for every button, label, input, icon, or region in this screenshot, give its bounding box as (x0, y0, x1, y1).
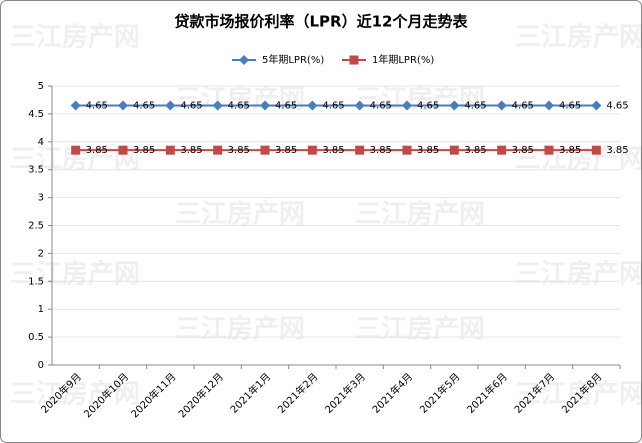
data-label: 3.85 (606, 145, 628, 156)
marker (212, 100, 223, 111)
data-label: 4.65 (180, 101, 202, 112)
data-label: 4.65 (133, 101, 155, 112)
data-label: 3.85 (464, 145, 486, 156)
data-label: 3.85 (180, 145, 202, 156)
marker (591, 100, 602, 111)
data-label: 3.85 (228, 145, 250, 156)
data-label: 3.85 (559, 145, 581, 156)
marker (118, 100, 128, 111)
watermark: 三江房产网 (10, 23, 140, 53)
watermark: 三江房产网 (515, 260, 642, 290)
chart-title: 贷款市场报价利率（LPR）近12个月走势表 (175, 13, 469, 31)
y-tick-label: 1 (38, 304, 44, 315)
marker (355, 145, 365, 155)
data-label: 4.65 (86, 101, 108, 112)
marker (496, 100, 507, 111)
marker (260, 145, 270, 155)
marker (497, 145, 507, 155)
watermark: 三江房产网 (175, 200, 305, 230)
watermark: 三江房产网 (10, 380, 140, 410)
data-label: 3.85 (417, 145, 439, 156)
marker (260, 100, 270, 111)
marker (71, 145, 81, 155)
y-tick-label: 0.5 (28, 332, 44, 343)
data-label: 4.65 (512, 101, 534, 112)
marker (544, 145, 554, 155)
marker (402, 145, 412, 155)
y-tick-label: 4.5 (28, 109, 44, 120)
legend-label: 1年期LPR(%) (372, 53, 434, 66)
data-label: 3.85 (133, 145, 155, 156)
watermark: 三江房产网 (175, 85, 305, 115)
marker (165, 145, 175, 155)
y-tick-label: 2 (38, 248, 44, 259)
y-tick-label: 1.5 (28, 276, 44, 287)
data-label: 3.85 (275, 145, 297, 156)
marker (307, 100, 318, 111)
legend-label: 5年期LPR(%) (262, 53, 324, 66)
y-tick-label: 2.5 (28, 221, 44, 232)
data-label: 4.65 (464, 101, 486, 112)
y-tick-label: 3 (38, 193, 44, 204)
watermark: 三江房产网 (355, 85, 485, 115)
data-label: 3.85 (86, 145, 108, 156)
y-tick-label: 5 (38, 81, 44, 92)
watermark: 三江房产网 (355, 200, 485, 230)
marker (449, 100, 460, 111)
marker (70, 100, 81, 111)
data-label: 3.85 (512, 145, 534, 156)
marker (354, 100, 365, 111)
marker (402, 100, 412, 111)
watermark: 三江房产网 (10, 260, 140, 290)
marker (165, 100, 176, 111)
watermark: 三江房产网 (175, 315, 305, 345)
data-label: 4.65 (228, 101, 250, 112)
y-tick-label: 3.5 (28, 165, 44, 176)
data-label: 4.65 (322, 101, 344, 112)
data-label: 4.65 (275, 101, 297, 112)
marker (349, 55, 359, 65)
y-tick-label: 0 (38, 360, 44, 371)
data-label: 3.85 (322, 145, 344, 156)
data-label: 4.65 (559, 101, 581, 112)
watermark: 三江房产网 (515, 23, 642, 53)
y-tick-label: 4 (38, 137, 44, 148)
data-label: 4.65 (417, 101, 439, 112)
marker (307, 145, 317, 155)
data-label: 3.85 (370, 145, 392, 156)
marker (591, 145, 601, 155)
data-label: 4.65 (370, 101, 392, 112)
marker (213, 145, 223, 155)
marker (449, 145, 459, 155)
marker (118, 145, 128, 155)
marker (544, 100, 554, 111)
data-label: 4.65 (606, 101, 628, 112)
watermark: 三江房产网 (355, 315, 485, 345)
watermark: 三江房产网 (515, 380, 642, 410)
marker (239, 55, 249, 65)
